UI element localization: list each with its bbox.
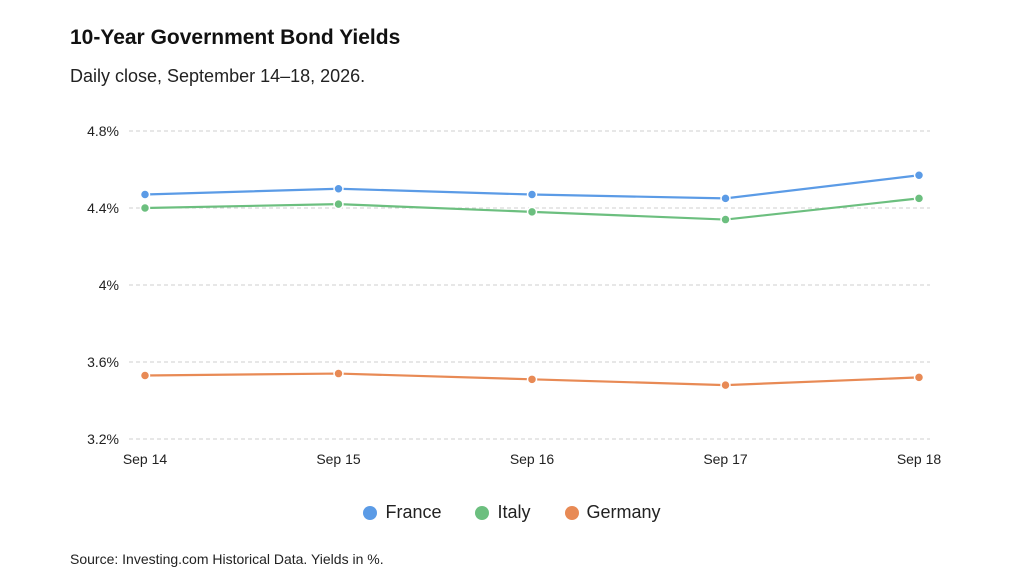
- data-point-italy: [139, 202, 151, 214]
- data-point-germany: [526, 374, 538, 385]
- legend-swatch: [363, 505, 378, 520]
- y-tick-label: 4.4%: [87, 200, 119, 216]
- x-tick-label: Sep 14: [123, 451, 168, 467]
- data-point-france: [526, 189, 538, 200]
- data-point-italy: [720, 214, 731, 225]
- y-tick-label: 4.8%: [87, 123, 119, 139]
- gridlines: [129, 130, 930, 440]
- source-note: Source: Investing.com Historical Data. Y…: [70, 551, 384, 567]
- legend-item-italy: Italy: [475, 502, 531, 523]
- data-point-italy: [913, 193, 925, 204]
- legend-label: Italy: [497, 502, 531, 522]
- data-point-germany: [333, 368, 344, 379]
- chart-subtitle: Daily close, September 14–18, 2026.: [70, 66, 366, 86]
- data-point-germany: [913, 372, 925, 383]
- legend-item-germany: Germany: [564, 502, 661, 523]
- chart-title: 10-Year Government Bond Yields: [70, 26, 401, 49]
- data-point-germany: [720, 379, 731, 391]
- legend-swatch: [564, 505, 579, 520]
- x-axis-tick-labels: Sep 14 Sep 15 Sep 16 Sep 17 Sep 18: [123, 451, 942, 467]
- data-point-france: [139, 189, 151, 200]
- legend-item-france: France: [363, 502, 441, 523]
- y-axis-tick-labels: 3.2% 3.6% 4% 4.4% 4.8%: [87, 123, 119, 447]
- chart-legend: France Italy Germany: [0, 502, 1024, 523]
- series-lines: [139, 170, 925, 391]
- y-tick-label: 3.6%: [87, 354, 119, 370]
- x-tick-label: Sep 18: [897, 451, 942, 467]
- data-point-germany: [139, 370, 151, 381]
- data-point-france: [913, 170, 925, 181]
- data-point-italy: [333, 198, 344, 210]
- x-tick-label: Sep 15: [316, 451, 361, 467]
- y-tick-label: 3.2%: [87, 431, 119, 447]
- legend-label: Germany: [586, 502, 661, 522]
- data-point-france: [720, 193, 731, 204]
- x-tick-label: Sep 17: [703, 451, 748, 467]
- x-tick-label: Sep 16: [510, 451, 555, 467]
- data-point-france: [333, 183, 344, 194]
- legend-swatch: [475, 505, 490, 520]
- legend-label: France: [385, 502, 442, 522]
- y-tick-label: 4%: [99, 277, 119, 293]
- data-point-italy: [526, 206, 538, 218]
